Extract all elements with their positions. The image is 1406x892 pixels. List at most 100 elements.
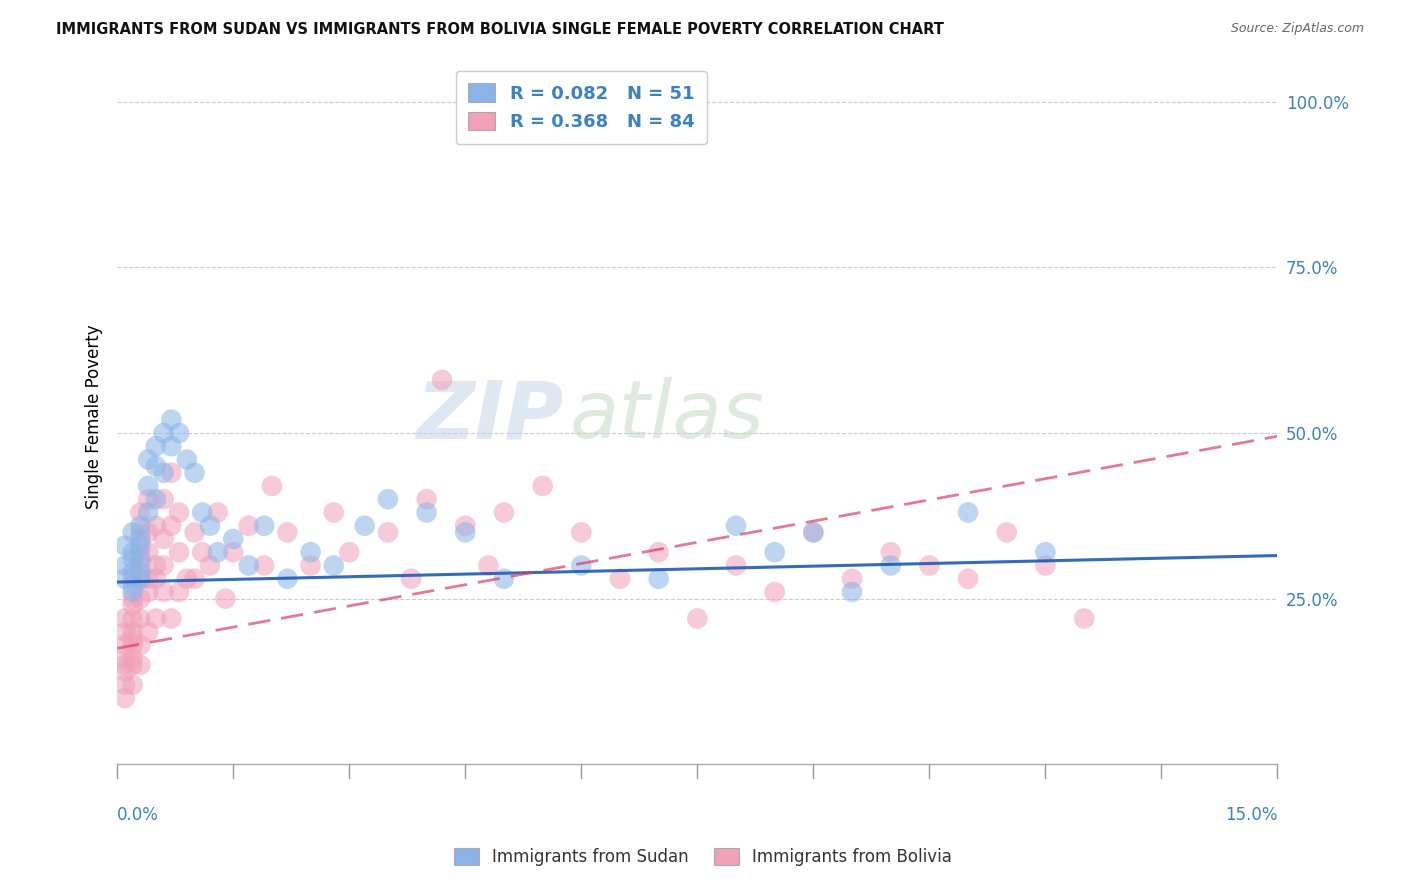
Point: [145, 439, 167, 453]
Point: [121, 638, 143, 652]
Point: [121, 624, 143, 639]
Point: [114, 657, 136, 672]
Point: [207, 506, 229, 520]
Point: [129, 539, 152, 553]
Point: [763, 585, 786, 599]
Point: [121, 599, 143, 613]
Point: [198, 558, 221, 573]
Point: [454, 525, 477, 540]
Point: [841, 585, 863, 599]
Point: [1073, 611, 1095, 625]
Point: [299, 558, 322, 573]
Point: [477, 558, 499, 573]
Point: [114, 665, 136, 679]
Point: [183, 466, 205, 480]
Point: [129, 565, 152, 579]
Point: [322, 506, 344, 520]
Point: [121, 651, 143, 665]
Point: [492, 572, 515, 586]
Point: [222, 532, 245, 546]
Point: [121, 525, 143, 540]
Point: [160, 439, 183, 453]
Point: [129, 638, 152, 652]
Y-axis label: Single Female Poverty: Single Female Poverty: [86, 324, 103, 508]
Point: [129, 545, 152, 559]
Point: [152, 425, 174, 440]
Point: [276, 572, 298, 586]
Text: IMMIGRANTS FROM SUDAN VS IMMIGRANTS FROM BOLIVIA SINGLE FEMALE POVERTY CORRELATI: IMMIGRANTS FROM SUDAN VS IMMIGRANTS FROM…: [56, 22, 943, 37]
Point: [129, 518, 152, 533]
Point: [136, 624, 159, 639]
Point: [763, 545, 786, 559]
Point: [145, 492, 167, 507]
Point: [121, 572, 143, 586]
Point: [114, 611, 136, 625]
Point: [647, 545, 669, 559]
Point: [238, 558, 260, 573]
Point: [276, 525, 298, 540]
Point: [145, 459, 167, 474]
Point: [322, 558, 344, 573]
Point: [686, 611, 709, 625]
Point: [191, 506, 214, 520]
Point: [569, 558, 592, 573]
Point: [121, 657, 143, 672]
Point: [957, 506, 980, 520]
Text: ZIP: ZIP: [416, 377, 564, 456]
Point: [167, 545, 190, 559]
Point: [724, 518, 747, 533]
Legend: R = 0.082   N = 51, R = 0.368   N = 84: R = 0.082 N = 51, R = 0.368 N = 84: [456, 70, 707, 144]
Point: [531, 479, 554, 493]
Point: [121, 565, 143, 579]
Point: [129, 591, 152, 606]
Point: [299, 545, 322, 559]
Point: [136, 545, 159, 559]
Point: [136, 479, 159, 493]
Point: [121, 585, 143, 599]
Point: [176, 572, 198, 586]
Text: atlas: atlas: [569, 377, 765, 456]
Point: [801, 525, 824, 540]
Point: [160, 611, 183, 625]
Point: [129, 532, 152, 546]
Point: [724, 558, 747, 573]
Point: [152, 492, 174, 507]
Point: [145, 518, 167, 533]
Point: [260, 479, 283, 493]
Point: [492, 506, 515, 520]
Point: [377, 492, 399, 507]
Point: [129, 572, 152, 586]
Point: [114, 558, 136, 573]
Point: [191, 545, 214, 559]
Point: [253, 518, 276, 533]
Point: [647, 572, 669, 586]
Point: [1035, 558, 1057, 573]
Point: [183, 525, 205, 540]
Point: [207, 545, 229, 559]
Point: [121, 578, 143, 592]
Point: [129, 657, 152, 672]
Point: [1035, 545, 1057, 559]
Point: [253, 558, 276, 573]
Point: [114, 638, 136, 652]
Text: Source: ZipAtlas.com: Source: ZipAtlas.com: [1230, 22, 1364, 36]
Point: [129, 552, 152, 566]
Point: [136, 506, 159, 520]
Point: [214, 591, 236, 606]
Point: [136, 525, 159, 540]
Point: [129, 558, 152, 573]
Point: [114, 539, 136, 553]
Point: [145, 558, 167, 573]
Point: [114, 678, 136, 692]
Point: [160, 466, 183, 480]
Point: [841, 572, 863, 586]
Point: [198, 518, 221, 533]
Point: [136, 585, 159, 599]
Text: 0.0%: 0.0%: [117, 806, 159, 824]
Point: [454, 518, 477, 533]
Point: [167, 425, 190, 440]
Point: [129, 525, 152, 540]
Point: [430, 373, 453, 387]
Point: [957, 572, 980, 586]
Point: [152, 585, 174, 599]
